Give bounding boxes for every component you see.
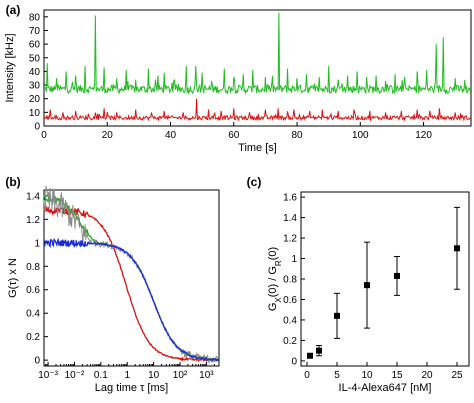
y-axis-label-part: (0) [267,247,279,260]
y-tick-label: 1.4 [26,191,40,202]
data-point [454,245,460,252]
data-point [394,272,400,279]
y-tick-label: 60 [29,40,41,51]
x-axis-label: Lag time τ [ms] [95,382,168,394]
x-tick-label: 20 [421,370,433,381]
y-tick-label: 30 [29,81,41,92]
y-tick-label: 1.2 [283,234,297,245]
plot-frame [43,189,220,367]
panel-b: (b) 0 0.2 0.4 0.6 0.8 1 1.2 1.4 10⁻³ 10⁻² 0.1 1 10 10²… [5,175,220,394]
intensity-trace-0 [43,12,472,95]
x-tick-label: 10² [173,370,188,381]
y-tick-label: 0.2 [283,336,297,347]
y-tick-label: 0 [34,122,40,133]
x-tick-label: 10⁻² [65,370,85,381]
y-tick-label: 0.8 [26,262,40,273]
y-tick-label: 0.4 [26,309,40,320]
intensity-trace-1 [43,98,471,122]
y-tick-label: 0 [34,356,40,367]
y-tick-label: 1 [291,254,297,265]
y-tick-label: 0.2 [26,332,40,343]
y-axis-label: Intensity [kHz] [4,33,16,102]
y-axis-label: G(τ) x N [7,258,19,298]
plot-frame [300,191,470,367]
y-axis-label: GX(0) / GR(0) [267,247,283,311]
y-tick-label: 0 [291,356,297,367]
x-tick-label: 15 [391,370,403,381]
correlation-curve-3 [43,237,220,362]
x-tick-label: 0 [41,130,47,141]
x-tick-label: 80 [291,130,303,141]
y-axis-label-part: R [274,260,283,266]
x-tick-label: 0.1 [94,370,108,381]
x-tick-label: 100 [352,130,369,141]
y-tick-label: 0.6 [283,295,297,306]
x-axis-label: Time [s] [238,142,277,154]
x-tick-label: 40 [165,130,177,141]
panel-c: (c) 0 0.2 0.4 0.6 0.8 1 1.2 1.4 1.6 0 5 10 15 20 25 IL-4… [247,175,470,394]
x-axis-label: IL-4-Alexa647 [nM] [339,382,432,394]
x-tick-label: 10 [148,370,160,381]
x-tick-label: 10⁻³ [38,370,58,381]
panel-label-a: (a) [6,3,21,17]
data-point [364,282,370,289]
plot-frame [43,9,472,127]
y-tick-label: 0.8 [283,275,297,286]
y-axis-label-part: G [267,303,279,312]
data-point [334,312,340,319]
y-tick-label: 80 [29,12,41,23]
data-point [307,352,313,359]
x-tick-label: 20 [102,130,114,141]
y-tick-label: 50 [29,53,41,64]
y-tick-label: 40 [29,67,41,78]
y-tick-label: 0.6 [26,285,40,296]
y-tick-label: 20 [29,94,41,105]
x-tick-label: 120 [415,130,432,141]
y-tick-label: 1.6 [283,193,297,204]
y-tick-label: 10 [29,108,41,119]
correlation-curve-0 [43,204,219,363]
x-tick-label: 25 [451,370,463,381]
y-tick-label: 1.2 [26,215,40,226]
panel-label-b: (b) [5,175,20,189]
y-tick-label: 1 [34,238,40,249]
x-tick-label: 60 [228,130,240,141]
y-tick-label: 70 [29,26,41,37]
y-tick-label: 0.4 [283,315,297,326]
y-tick-label: 1.4 [283,213,297,224]
panel-label-c: (c) [247,175,262,189]
y-axis-label-part: X [274,297,283,303]
x-tick-label: 5 [334,370,340,381]
x-tick-label: 1 [124,370,130,381]
data-point [316,347,322,354]
x-tick-label: 10³ [199,370,214,381]
x-tick-label: 10 [361,370,373,381]
y-axis-label-part: (0) / G [267,266,279,297]
x-tick-label: 0 [304,370,310,381]
correlation-curve-2 [43,185,220,364]
